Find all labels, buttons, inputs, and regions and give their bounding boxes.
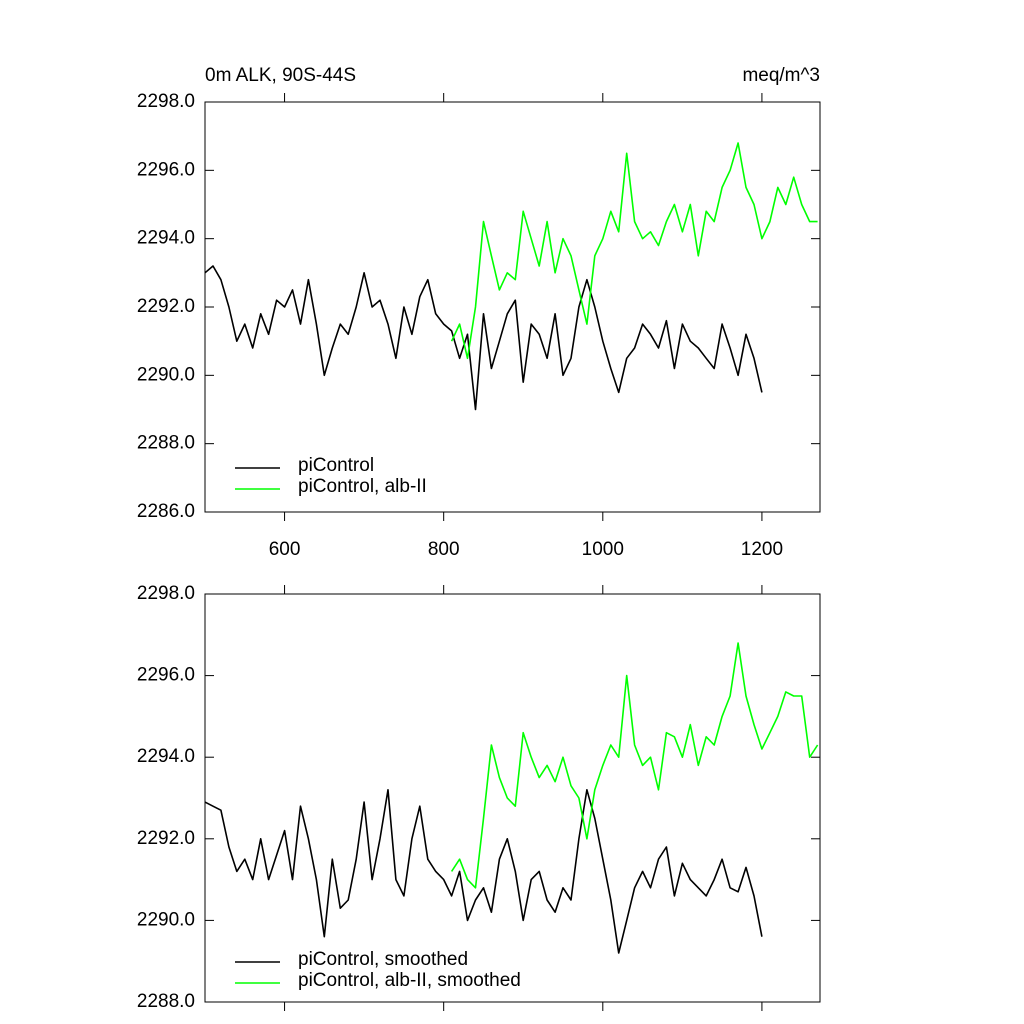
series-line (204, 789, 763, 954)
x-tick-label: 800 (428, 539, 460, 560)
y-tick-label: 2288.0 (137, 991, 195, 1012)
series-line (450, 642, 819, 889)
y-tick-label: 2294.0 (137, 228, 195, 249)
x-tick-label: 600 (269, 539, 301, 560)
y-tick-label: 2298.0 (137, 91, 195, 112)
legend-label: piControl, alb-II, smoothed (298, 970, 521, 991)
legend-label: piControl (298, 455, 374, 476)
chart-title: 0m ALK, 90S-44S (205, 65, 356, 86)
y-tick-label: 2298.0 (137, 583, 195, 604)
y-tick-label: 2296.0 (137, 159, 195, 180)
y-tick-label: 2290.0 (137, 909, 195, 930)
x-tick-label: 1000 (582, 539, 624, 560)
y-tick-label: 2286.0 (137, 501, 195, 522)
units-label: meq/m^3 (742, 65, 820, 86)
y-tick-label: 2288.0 (137, 433, 195, 454)
legend-label: piControl, alb-II (298, 476, 427, 497)
y-tick-label: 2292.0 (137, 828, 195, 849)
y-tick-label: 2290.0 (137, 364, 195, 385)
y-tick-label: 2296.0 (137, 665, 195, 686)
series-line (204, 265, 763, 411)
y-tick-label: 2294.0 (137, 746, 195, 767)
series-line (450, 142, 818, 360)
plot-frame (204, 593, 821, 1003)
y-tick-label: 2292.0 (137, 296, 195, 317)
legend-label: piControl, smoothed (298, 949, 468, 970)
x-tick-label: 1200 (741, 539, 783, 560)
